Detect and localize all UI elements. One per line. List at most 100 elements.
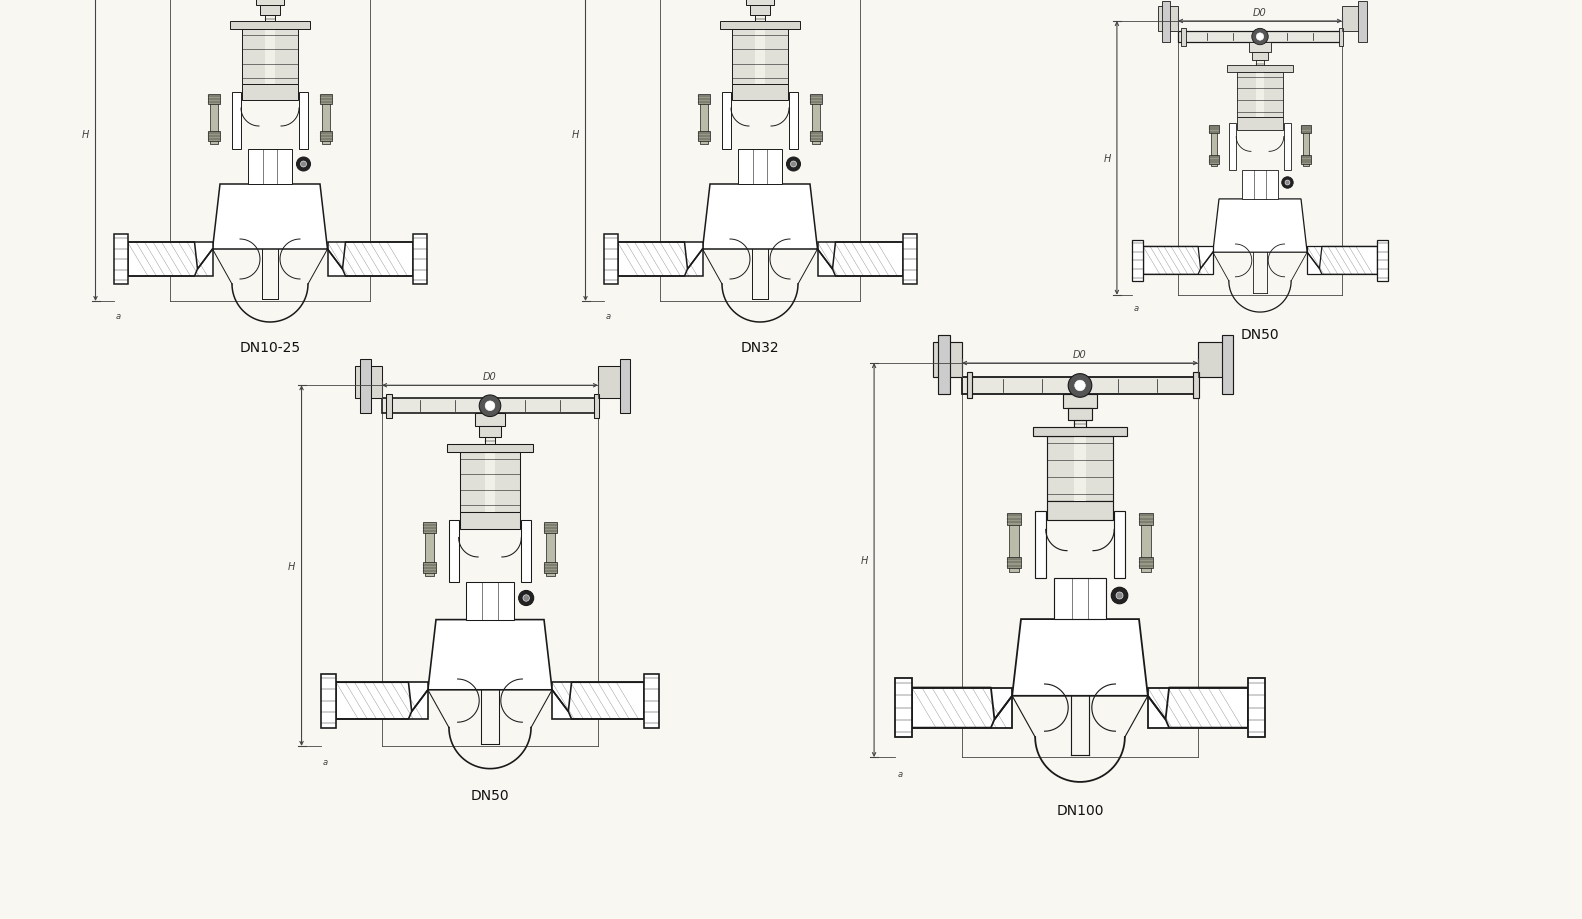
Bar bbox=[1256, 62, 1264, 73]
Bar bbox=[460, 453, 520, 512]
Circle shape bbox=[1068, 374, 1092, 398]
Bar bbox=[1054, 578, 1106, 619]
Bar bbox=[422, 523, 437, 534]
Bar bbox=[1376, 241, 1389, 281]
Bar bbox=[1068, 408, 1092, 420]
Bar bbox=[449, 521, 459, 582]
Bar bbox=[1302, 130, 1310, 167]
Bar bbox=[386, 394, 392, 418]
Bar bbox=[1256, 73, 1264, 118]
Bar bbox=[207, 95, 220, 105]
Text: D0: D0 bbox=[483, 372, 497, 381]
Bar bbox=[721, 93, 731, 150]
Bar bbox=[552, 683, 644, 720]
Polygon shape bbox=[1213, 199, 1307, 253]
Bar bbox=[323, 100, 331, 145]
Bar bbox=[1131, 241, 1144, 281]
Bar bbox=[446, 444, 533, 453]
Bar bbox=[895, 678, 911, 737]
Bar bbox=[1251, 53, 1269, 62]
Bar bbox=[1228, 66, 1292, 73]
Text: a: a bbox=[606, 312, 611, 321]
Bar bbox=[460, 512, 520, 529]
Bar bbox=[544, 523, 557, 534]
Circle shape bbox=[1256, 34, 1264, 41]
Bar bbox=[484, 437, 495, 453]
Bar bbox=[932, 343, 962, 378]
Bar bbox=[598, 367, 625, 399]
Bar bbox=[603, 234, 617, 285]
Bar bbox=[732, 30, 788, 85]
Bar bbox=[737, 150, 782, 185]
Bar bbox=[1307, 247, 1376, 275]
Bar bbox=[242, 30, 297, 85]
Bar bbox=[1139, 514, 1153, 525]
Bar bbox=[720, 22, 800, 30]
Bar bbox=[1237, 73, 1283, 118]
Bar bbox=[354, 367, 381, 399]
Bar bbox=[242, 85, 297, 101]
Bar bbox=[259, 6, 280, 16]
Circle shape bbox=[479, 395, 501, 417]
Bar bbox=[1229, 124, 1236, 171]
Bar bbox=[320, 95, 332, 105]
Bar bbox=[1248, 678, 1264, 737]
Circle shape bbox=[519, 591, 533, 606]
Bar bbox=[1144, 247, 1213, 275]
Bar bbox=[361, 360, 372, 414]
Text: a: a bbox=[1134, 303, 1139, 312]
Bar bbox=[1114, 511, 1125, 578]
Bar bbox=[1209, 126, 1220, 134]
Text: DN50: DN50 bbox=[1240, 327, 1280, 342]
Circle shape bbox=[786, 158, 800, 172]
Bar bbox=[1338, 28, 1343, 47]
Text: D0: D0 bbox=[1073, 349, 1087, 359]
Text: a: a bbox=[897, 769, 902, 778]
Bar bbox=[1047, 437, 1114, 502]
Text: H: H bbox=[82, 130, 90, 140]
Bar bbox=[1242, 171, 1278, 199]
Bar bbox=[1198, 343, 1228, 378]
Circle shape bbox=[486, 402, 495, 411]
Bar bbox=[1074, 420, 1085, 437]
Bar bbox=[789, 93, 797, 150]
Bar bbox=[617, 243, 702, 277]
Bar bbox=[1179, 32, 1342, 43]
Bar bbox=[698, 95, 710, 105]
Bar bbox=[1359, 2, 1367, 43]
Text: a: a bbox=[323, 757, 327, 766]
Bar bbox=[644, 674, 660, 728]
Bar bbox=[1141, 519, 1150, 573]
Bar bbox=[546, 528, 555, 577]
Bar bbox=[522, 521, 532, 582]
Bar bbox=[755, 16, 766, 30]
Bar bbox=[593, 394, 600, 418]
Polygon shape bbox=[212, 185, 327, 250]
Bar bbox=[1158, 7, 1179, 32]
Bar bbox=[233, 93, 240, 150]
Circle shape bbox=[1251, 29, 1269, 46]
Bar bbox=[750, 6, 770, 16]
Bar bbox=[299, 93, 308, 150]
Bar bbox=[1149, 687, 1248, 728]
Bar bbox=[1006, 514, 1020, 525]
Circle shape bbox=[1115, 593, 1123, 599]
Text: D0: D0 bbox=[1253, 8, 1267, 18]
Bar bbox=[1074, 437, 1085, 502]
Bar bbox=[902, 234, 916, 285]
Bar bbox=[1139, 557, 1153, 569]
Polygon shape bbox=[702, 185, 818, 250]
Bar bbox=[938, 335, 951, 394]
Bar bbox=[128, 243, 212, 277]
Bar bbox=[426, 528, 433, 577]
Bar bbox=[381, 399, 598, 414]
Bar bbox=[1283, 124, 1291, 171]
Bar bbox=[1009, 519, 1019, 573]
Text: a: a bbox=[115, 312, 120, 321]
Bar bbox=[266, 30, 275, 85]
Bar bbox=[1300, 156, 1311, 165]
Bar bbox=[1161, 2, 1169, 43]
Bar bbox=[484, 453, 495, 512]
Circle shape bbox=[1074, 380, 1085, 391]
Bar bbox=[413, 234, 427, 285]
